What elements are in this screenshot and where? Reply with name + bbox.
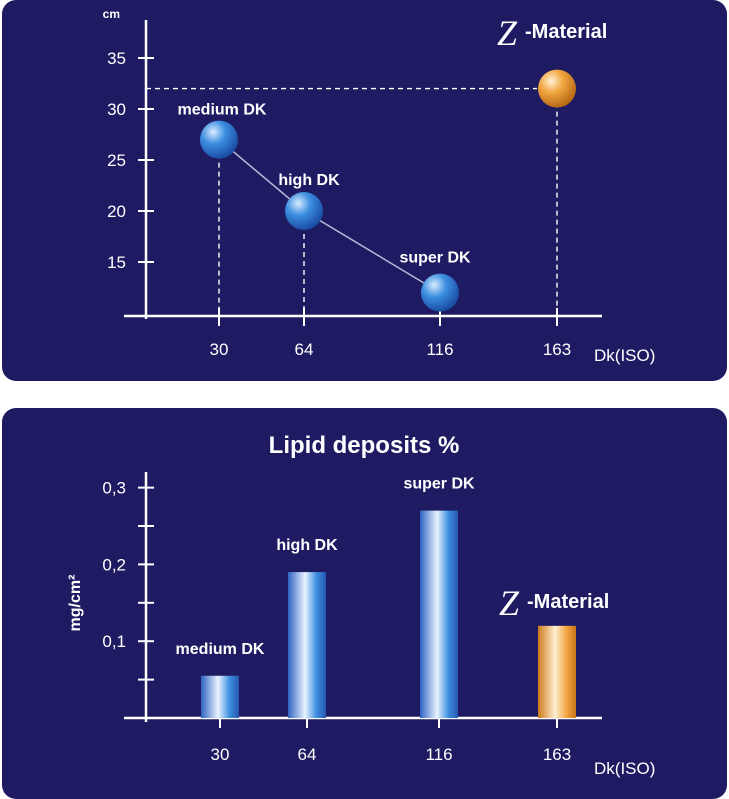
lipid-deposits-bar-chart: Lipid deposits % 0,1 0,2 0,3 mg/cm² 30 64 116 16… bbox=[67, 432, 655, 778]
x-tick-label-163: 163 bbox=[543, 745, 571, 764]
dk-thickness-scatter-chart: cm 15 20 25 30 35 30 64 116 163 Dk(ISO) medium DK hi… bbox=[103, 7, 656, 365]
y-tick-label-0-3: 0,3 bbox=[102, 479, 126, 498]
y-tick-label-35: 35 bbox=[107, 49, 126, 68]
bar-high-dk bbox=[288, 572, 326, 718]
bar-label-super-dk: super DK bbox=[403, 476, 475, 493]
x-tick-label-30: 30 bbox=[211, 745, 230, 764]
point-label-medium-dk: medium DK bbox=[178, 102, 267, 119]
bar-medium-dk bbox=[201, 675, 239, 718]
bar-label-z-material: -Material bbox=[527, 591, 609, 613]
point-marker-high-dk bbox=[285, 192, 323, 230]
point-label-z-material: -Material bbox=[525, 21, 607, 43]
point-label-super-dk: super DK bbox=[399, 250, 471, 267]
series-connector-line bbox=[218, 139, 441, 294]
bar-material bbox=[538, 625, 576, 718]
x-tick-label-64: 64 bbox=[295, 340, 314, 359]
z-material-logo-letter: Z bbox=[497, 13, 518, 53]
chart-title: Lipid deposits % bbox=[269, 432, 460, 459]
x-tick-label-30: 30 bbox=[210, 340, 229, 359]
x-tick-label-163: 163 bbox=[543, 340, 571, 359]
point-label-high-dk: high DK bbox=[278, 172, 340, 189]
x-tick-label-64: 64 bbox=[298, 745, 317, 764]
y-axis-unit: cm bbox=[103, 7, 120, 21]
x-tick-label-116: 116 bbox=[426, 340, 453, 359]
bar-label-high-dk: high DK bbox=[276, 537, 338, 554]
x-tick-label-116: 116 bbox=[425, 745, 452, 764]
y-tick-label-20: 20 bbox=[107, 202, 126, 221]
x-axis-label: Dk(ISO) bbox=[594, 346, 655, 365]
bar-super-dk bbox=[420, 510, 458, 718]
lipid-deposits-chart-panel: Lipid deposits % 0,1 0,2 0,3 mg/cm² 30 64 116 16… bbox=[2, 408, 727, 799]
point-marker-medium-dk bbox=[200, 120, 238, 159]
z-material-logo-letter: Z bbox=[499, 583, 520, 623]
y-tick-label-15: 15 bbox=[107, 253, 126, 272]
y-tick-label-30: 30 bbox=[107, 100, 126, 119]
x-axis-label: Dk(ISO) bbox=[594, 759, 655, 778]
bar-label-medium-dk: medium DK bbox=[176, 641, 265, 658]
y-tick-label-0-2: 0,2 bbox=[102, 555, 126, 574]
point-marker-material bbox=[538, 69, 576, 108]
y-tick-label-0-1: 0,1 bbox=[102, 632, 126, 651]
y-tick-label-25: 25 bbox=[107, 151, 126, 170]
dk-thickness-chart-panel: cm 15 20 25 30 35 30 64 116 163 Dk(ISO) medium DK hi… bbox=[2, 0, 727, 381]
y-axis-label: mg/cm² bbox=[67, 575, 84, 632]
point-marker-super-dk bbox=[421, 273, 459, 312]
